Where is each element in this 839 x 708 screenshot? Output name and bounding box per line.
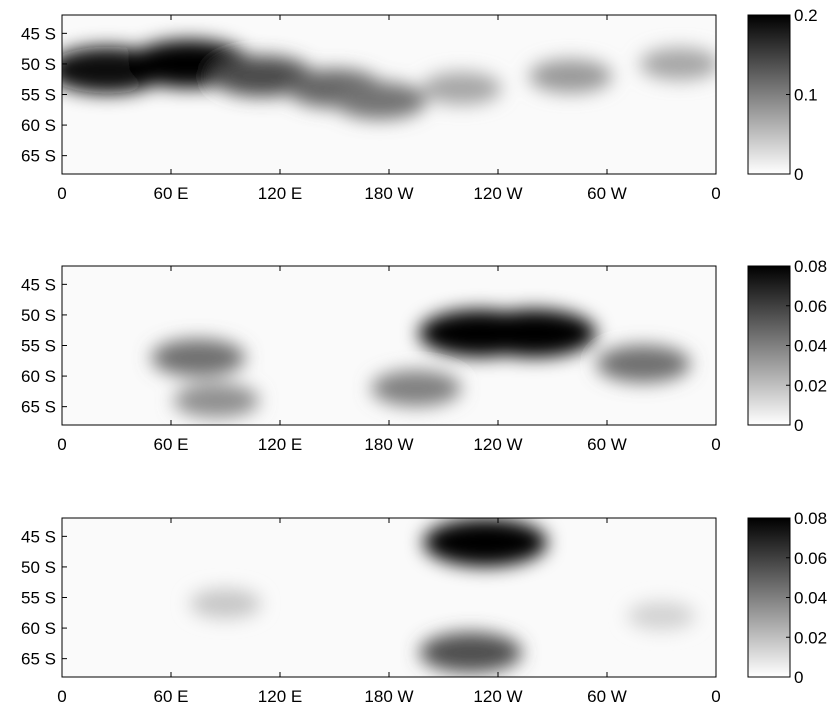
field-feature-3 — [189, 588, 262, 619]
heatmap-panel-1: 0 60 E 120 E 180 W 120 W 60 W 0 45 S 50 S 55 S 60 … — [21, 6, 818, 203]
field-layer — [189, 518, 696, 673]
field-feature-2 — [419, 632, 523, 673]
field-feature-1 — [423, 518, 548, 567]
colorbar-tick-label: 0.02 — [794, 376, 827, 395]
field-feature-6 — [421, 72, 502, 105]
y-tick-label: 45 S — [21, 527, 56, 546]
colorbar-tick-label: 0.04 — [794, 589, 827, 608]
colorbar-tick-label: 0 — [794, 416, 803, 435]
y-tick-label: 55 S — [21, 86, 56, 105]
x-tick-label: 60 W — [587, 184, 627, 203]
colorbar-tick-label: 0.06 — [794, 549, 827, 568]
colorbar-tick-label: 0.08 — [794, 257, 827, 276]
x-tick-label: 0 — [711, 687, 720, 706]
x-tick-label: 0 — [711, 184, 720, 203]
x-tick-label: 120 W — [473, 184, 522, 203]
y-tick-label: 65 S — [21, 398, 56, 417]
y-tick-label: 50 S — [21, 306, 56, 325]
field-feature-7 — [529, 59, 613, 93]
field-feature-8 — [639, 47, 716, 81]
colorbar — [747, 517, 791, 678]
y-tick-label: 45 S — [21, 24, 56, 43]
field-feature-1 — [151, 338, 246, 377]
colorbar-tick-label: 0.08 — [794, 509, 827, 528]
x-tick-label: 60 E — [154, 435, 189, 454]
x-tick-label: 0 — [711, 435, 720, 454]
y-tick-label: 45 S — [21, 275, 56, 294]
x-tick-label: 0 — [57, 687, 66, 706]
plot-background — [62, 518, 716, 677]
field-feature-4 — [472, 309, 597, 358]
y-tick-label: 55 S — [21, 337, 56, 356]
x-tick-label: 120 W — [473, 687, 522, 706]
field-layer — [62, 39, 716, 120]
x-tick-label: 0 — [57, 435, 66, 454]
colorbar-tick-label: 0 — [794, 165, 803, 184]
heatmap-panel-2: 0 60 E 120 E 180 W 120 W 60 W 0 45 S 50 S 55 S 60 … — [21, 257, 827, 454]
colorbar-tick-label: 0.04 — [794, 337, 827, 356]
y-tick-label: 50 S — [21, 55, 56, 74]
field-feature-6 — [596, 345, 691, 383]
y-tick-label: 60 S — [21, 367, 56, 386]
y-tick-label: 65 S — [21, 147, 56, 166]
field-feature-5 — [333, 82, 427, 120]
y-tick-label: 50 S — [21, 558, 56, 577]
colorbar-tick-label: 0.1 — [794, 86, 818, 105]
x-tick-label: 60 W — [587, 687, 627, 706]
y-tick-label: 55 S — [21, 589, 56, 608]
x-tick-label: 120 E — [258, 435, 302, 454]
heatmap-panel-3: 0 60 E 120 E 180 W 120 W 60 W 0 45 S 50 S 55 S 60 … — [21, 509, 827, 706]
colorbar-tick-label: 0.02 — [794, 628, 827, 647]
y-tick-label: 60 S — [21, 116, 56, 135]
colorbar-tick-label: 0.06 — [794, 297, 827, 316]
colorbar-tick-label: 0 — [794, 668, 803, 687]
colorbar — [747, 265, 791, 426]
y-tick-label: 60 S — [21, 619, 56, 638]
x-tick-label: 120 E — [258, 687, 302, 706]
x-tick-label: 120 E — [258, 184, 302, 203]
x-tick-label: 60 E — [154, 184, 189, 203]
colorbar-tick-label: 0.2 — [794, 6, 818, 25]
x-tick-label: 180 W — [364, 184, 413, 203]
colorbar — [747, 14, 791, 175]
x-tick-label: 120 W — [473, 435, 522, 454]
x-tick-label: 180 W — [364, 435, 413, 454]
x-tick-label: 60 E — [154, 687, 189, 706]
x-tick-label: 60 W — [587, 435, 627, 454]
y-tick-label: 65 S — [21, 650, 56, 669]
field-layer — [151, 309, 691, 418]
field-feature-5 — [371, 370, 462, 407]
field-feature-2 — [173, 383, 260, 418]
x-tick-label: 0 — [57, 184, 66, 203]
field-feature-4 — [627, 601, 696, 630]
x-tick-label: 180 W — [364, 687, 413, 706]
